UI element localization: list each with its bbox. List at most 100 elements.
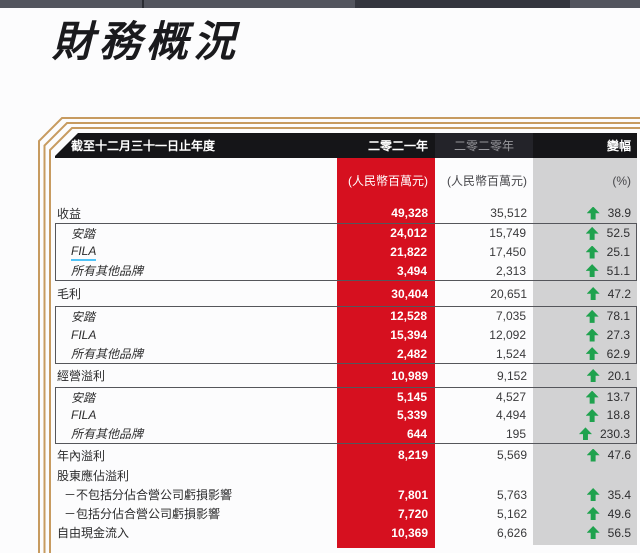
change-cell: 62.9 bbox=[532, 347, 636, 361]
up-arrow-icon bbox=[585, 328, 599, 342]
table-header-row: 截至十二月三十一日止年度 二零二一年 二零二零年 變幅 bbox=[55, 133, 637, 158]
change-value: 38.9 bbox=[607, 206, 631, 220]
change-cell: 13.7 bbox=[532, 390, 636, 404]
change-value: 47.6 bbox=[607, 448, 631, 462]
topbar-divider bbox=[142, 0, 144, 8]
fila-underlined-label: FILA bbox=[71, 244, 97, 261]
change-value: 35.4 bbox=[607, 487, 631, 502]
value-2021: 21,822 bbox=[390, 245, 427, 259]
row-label: 所有其他品牌 bbox=[71, 347, 144, 362]
value-2020: 5,162 bbox=[496, 506, 527, 521]
row-label: 經營溢利 bbox=[57, 369, 106, 383]
up-arrow-icon bbox=[586, 448, 600, 462]
value-2021: 644 bbox=[406, 426, 427, 441]
value-2020: 7,035 bbox=[495, 309, 526, 324]
value-2021: 8,219 bbox=[397, 448, 428, 462]
table-row-anta: 安踏 24,012 15,749 52.5 bbox=[56, 224, 636, 243]
change-cell: 27.3 bbox=[532, 328, 636, 342]
value-2021: 3,494 bbox=[396, 263, 427, 278]
value-2020: 35,512 bbox=[490, 206, 527, 220]
row-label: 安踏 bbox=[71, 390, 96, 405]
up-arrow-icon bbox=[586, 488, 600, 501]
change-cell: 49.6 bbox=[533, 507, 637, 521]
up-arrow-icon bbox=[585, 264, 599, 278]
change-cell: 18.8 bbox=[532, 408, 636, 422]
table-row-fila: FILA 15,394 12,092 27.3 bbox=[56, 326, 636, 345]
table-row-gross-profit: 毛利 30,404 20,651 47.2 bbox=[55, 281, 637, 306]
value-2021: 7,801 bbox=[397, 487, 428, 502]
value-2020: 5,763 bbox=[496, 487, 527, 502]
header-period-label: 截至十二月三十一日止年度 bbox=[71, 139, 216, 153]
change-value: 27.3 bbox=[606, 328, 630, 342]
row-label: FILA bbox=[71, 408, 97, 423]
up-arrow-icon bbox=[585, 390, 599, 404]
row-label: －包括分佔合營公司虧損影響 bbox=[64, 507, 221, 521]
up-arrow-icon bbox=[586, 287, 600, 300]
row-label: 年內溢利 bbox=[57, 448, 106, 463]
change-cell: 56.5 bbox=[533, 526, 637, 540]
table-row-other-brands: 所有其他品牌 3,494 2,313 51.1 bbox=[56, 261, 636, 280]
change-cell: 20.1 bbox=[533, 369, 637, 383]
value-2020: 2,313 bbox=[495, 263, 526, 278]
row-label: 毛利 bbox=[57, 287, 82, 301]
up-arrow-icon bbox=[585, 245, 599, 259]
change-value: 20.1 bbox=[607, 368, 631, 383]
change-value: 62.9 bbox=[606, 346, 630, 361]
header-change: 變幅 bbox=[606, 139, 631, 153]
up-arrow-icon bbox=[586, 507, 600, 520]
value-2021: 2,482 bbox=[396, 346, 427, 361]
value-2020: 20,651 bbox=[490, 286, 527, 301]
unit-change: (%) bbox=[612, 173, 631, 188]
table-body: (人民幣百萬元) (人民幣百萬元) (%) 收益 49,328 35,512 3… bbox=[55, 158, 637, 542]
value-2020: 6,626 bbox=[496, 525, 527, 540]
row-label: 安踏 bbox=[71, 226, 96, 241]
up-arrow-icon bbox=[586, 206, 600, 220]
window-top-strip bbox=[0, 0, 640, 8]
table-row-excluding-jv-loss: －不包括分佔合營公司虧損影響 7,801 5,763 35.4 bbox=[55, 485, 637, 504]
change-cell: 47.6 bbox=[533, 448, 637, 462]
change-cell: 51.1 bbox=[532, 264, 636, 278]
operating-profit-brand-breakdown-box: 安踏 5,145 4,527 13.7 FILA 5,339 4,494 18.… bbox=[55, 387, 637, 444]
up-arrow-icon bbox=[586, 526, 600, 539]
financial-overview-table: 截至十二月三十一日止年度 二零二一年 二零二零年 變幅 (人民幣百萬元) (人民… bbox=[55, 133, 637, 548]
change-value: 18.8 bbox=[606, 408, 630, 423]
row-label: 自由現金流入 bbox=[57, 526, 130, 540]
row-label: 股東應佔溢利 bbox=[57, 469, 130, 483]
change-cell: 52.5 bbox=[532, 226, 636, 240]
value-2021: 12,528 bbox=[390, 309, 427, 324]
value-2020: 1,524 bbox=[495, 346, 526, 361]
value-2021: 5,145 bbox=[396, 390, 427, 405]
table-row-free-cash-inflow: 自由現金流入 10,369 6,626 56.5 bbox=[55, 523, 637, 542]
change-value: 56.5 bbox=[607, 525, 631, 540]
unit-2020: (人民幣百萬元) bbox=[447, 174, 527, 188]
change-value: 47.2 bbox=[607, 286, 631, 301]
change-value: 52.5 bbox=[606, 226, 630, 241]
row-label: 所有其他品牌 bbox=[71, 427, 144, 442]
up-arrow-icon bbox=[578, 427, 592, 441]
up-arrow-icon bbox=[585, 226, 599, 240]
value-2021: 24,012 bbox=[390, 226, 427, 241]
unit-2021: (人民幣百萬元) bbox=[348, 174, 428, 188]
value-2021: 10,989 bbox=[391, 368, 428, 383]
value-2020: 4,527 bbox=[495, 390, 526, 405]
value-2021: 10,369 bbox=[391, 525, 428, 540]
value-2021: 49,328 bbox=[391, 206, 428, 220]
change-cell: 35.4 bbox=[533, 488, 637, 502]
table-row-operating-profit: 經營溢利 10,989 9,152 20.1 bbox=[55, 364, 637, 387]
change-value: 49.6 bbox=[607, 506, 631, 521]
row-label: －不包括分佔合營公司虧損影響 bbox=[64, 488, 233, 502]
change-cell: 47.2 bbox=[533, 287, 637, 301]
change-cell: 78.1 bbox=[532, 309, 636, 323]
up-arrow-icon bbox=[585, 309, 599, 323]
table-row-anta: 安踏 12,528 7,035 78.1 bbox=[56, 307, 636, 326]
value-2021: 30,404 bbox=[391, 286, 428, 301]
header-year-2020: 二零二零年 bbox=[435, 133, 533, 158]
change-cell: 38.9 bbox=[533, 206, 637, 220]
page-title: 財務概況 bbox=[52, 18, 241, 65]
value-2020: 5,569 bbox=[496, 448, 527, 462]
value-2020: 9,152 bbox=[496, 368, 527, 383]
header-year-2021: 二零二一年 bbox=[367, 139, 428, 153]
table-row-profit-for-year: 年內溢利 8,219 5,569 47.6 bbox=[55, 444, 637, 466]
row-label: 所有其他品牌 bbox=[71, 264, 144, 279]
